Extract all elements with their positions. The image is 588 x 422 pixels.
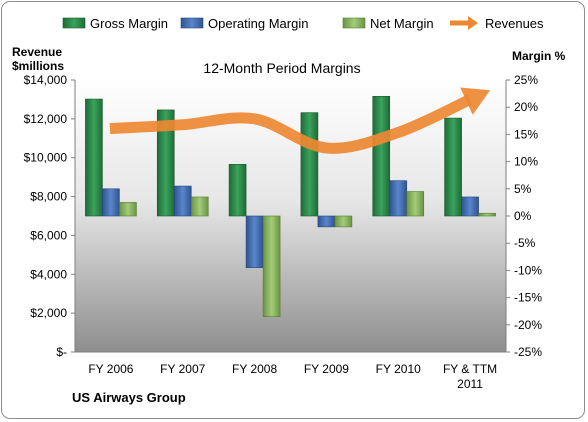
revenue-arrowhead xyxy=(460,87,491,115)
plot-area xyxy=(75,80,506,352)
category-label-fy-2009: FY 2009 xyxy=(304,362,349,376)
legend-item-revenues: Revenues xyxy=(450,16,544,31)
right-tick-label: -15% xyxy=(514,291,542,305)
revenue-layer xyxy=(109,87,491,154)
right-axis-ticks: -25% -20% -15% -10% -5% 0% 5% 10% 15% 20% 25% xyxy=(506,73,542,359)
legend: Gross Margin Operating Margin Net Margin… xyxy=(62,16,544,31)
bar-operating-margin-fy-ttm-2011 xyxy=(461,196,479,217)
left-tick-label: $4,000 xyxy=(30,267,67,281)
category-label-fy-2010: FY 2010 xyxy=(376,362,421,376)
legend-label-gross-margin: Gross Margin xyxy=(90,16,168,31)
legend-item-operating-margin: Operating Margin xyxy=(180,16,308,31)
legend-arrow-icon xyxy=(450,16,478,30)
legend-label-operating-margin: Operating Margin xyxy=(208,16,308,31)
bar-operating-margin-fy-2006 xyxy=(102,188,120,217)
right-tick-label: 20% xyxy=(514,100,538,114)
right-tick-label: -5% xyxy=(514,236,536,250)
bar-operating-margin-fy-2007 xyxy=(173,185,192,217)
left-tick-label: $- xyxy=(56,345,67,359)
bar-operating-margin-fy-2010 xyxy=(389,180,408,217)
legend-item-net-margin: Net Margin xyxy=(342,16,434,31)
category-label-fy-2008: FY 2008 xyxy=(232,362,277,376)
legend-label-net-margin: Net Margin xyxy=(370,16,434,31)
bar-operating-margin-fy-2008 xyxy=(245,215,264,268)
right-tick-label: 10% xyxy=(514,155,538,169)
left-tick-label: $8,000 xyxy=(30,190,67,204)
right-tick-label: 25% xyxy=(514,73,538,87)
right-tick-label: -20% xyxy=(514,318,542,332)
bars-layer xyxy=(85,96,496,317)
revenue-line xyxy=(109,94,473,154)
category-label-fy-2006: FY 2006 xyxy=(88,362,133,376)
left-tick-label: $2,000 xyxy=(30,306,67,320)
bar-gross-margin-fy-2006 xyxy=(85,98,103,217)
bar-gross-margin-fy-2010 xyxy=(372,96,391,217)
right-tick-label: 5% xyxy=(514,182,532,196)
legend-swatch-net-margin xyxy=(342,17,366,29)
bar-gross-margin-fy-ttm-2011 xyxy=(444,117,462,217)
bar-net-margin-fy-2006 xyxy=(119,202,137,217)
right-axis-title: Margin % xyxy=(512,49,566,63)
category-label-fy-2007: FY 2007 xyxy=(160,362,205,376)
right-tick-label: 15% xyxy=(514,127,538,141)
left-axis-title-line2: $millions xyxy=(12,59,64,73)
bar-net-margin-fy-2009 xyxy=(334,215,353,228)
legend-label-revenues: Revenues xyxy=(485,16,544,31)
legend-item-gross-margin: Gross Margin xyxy=(62,16,168,31)
left-tick-label: $10,000 xyxy=(24,151,68,165)
bar-gross-margin-fy-2009 xyxy=(300,112,319,217)
left-tick-label: $6,000 xyxy=(30,228,67,242)
company-label: US Airways Group xyxy=(72,390,186,405)
left-axis-title-line1: Revenue xyxy=(12,45,62,59)
bar-net-margin-fy-2007 xyxy=(190,196,209,217)
category-label-fy-ttm-2011-line2: 2011 xyxy=(457,377,483,391)
bar-net-margin-fy-ttm-2011 xyxy=(478,212,496,217)
category-labels: FY 2006 FY 2007 FY 2008 FY 2009 FY 2010 FY & … xyxy=(88,362,497,391)
bar-gross-margin-fy-2007 xyxy=(156,109,175,217)
bar-net-margin-fy-2008 xyxy=(262,215,281,317)
bar-net-margin-fy-2010 xyxy=(406,191,425,217)
right-tick-label: -25% xyxy=(514,345,542,359)
legend-swatch-operating-margin xyxy=(180,17,204,29)
legend-swatch-gross-margin xyxy=(62,17,86,29)
left-tick-label: $14,000 xyxy=(24,73,68,87)
right-tick-label: -10% xyxy=(514,263,542,277)
left-tick-label: $12,000 xyxy=(24,112,68,126)
bar-gross-margin-fy-2008 xyxy=(228,164,247,217)
category-label-fy-ttm-2011-line1: FY & TTM xyxy=(443,362,497,376)
bar-operating-margin-fy-2009 xyxy=(317,215,336,228)
chart-title: 12-Month Period Margins xyxy=(203,60,360,76)
left-axis-ticks: $- $2,000 $4,000 $6,000 $8,000 $10,000 $12,000… xyxy=(24,73,75,359)
right-tick-label: 0% xyxy=(514,209,532,223)
